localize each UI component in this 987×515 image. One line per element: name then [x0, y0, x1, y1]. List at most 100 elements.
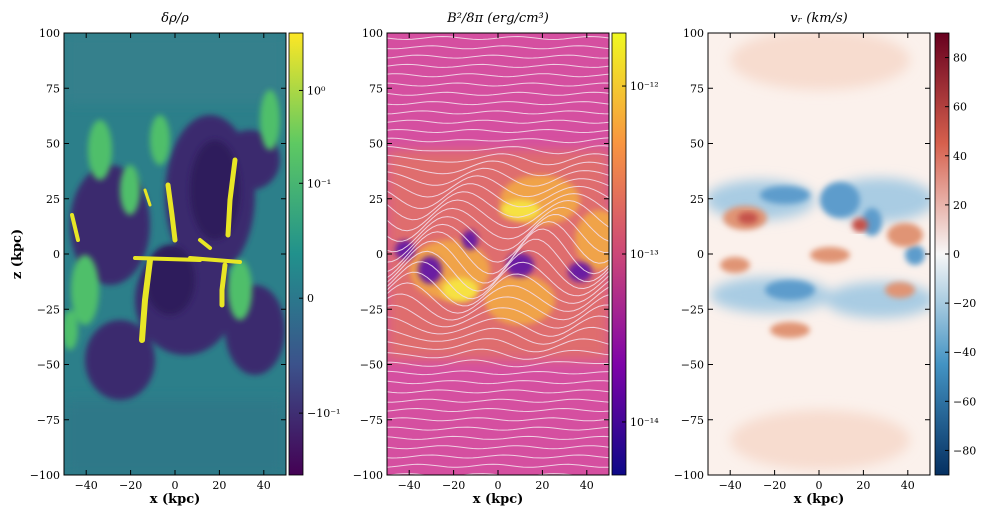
field-line — [387, 463, 609, 468]
y-tick-label: −75 — [681, 414, 704, 427]
field-line — [387, 167, 609, 187]
colorbar-tick-label: 10⁻¹² — [630, 80, 659, 93]
colorbar-tick-label: 10⁻¹ — [307, 177, 331, 190]
field-line — [387, 153, 609, 166]
field-line — [387, 110, 609, 115]
field-line — [387, 228, 609, 275]
field-line — [387, 206, 609, 242]
colorbar-tick-label: 80 — [953, 52, 967, 65]
panel-velocity: vᵣ (km/s) 100 75 50 25 0 −25 −50 −75 −100 −40 −20… — [674, 11, 976, 507]
x-tick-label: 0 — [172, 479, 179, 492]
y-tick-label: 100 — [362, 27, 383, 40]
y-tick-label: 100 — [683, 27, 704, 40]
y-tick-label: 75 — [369, 82, 383, 95]
field-line — [387, 175, 609, 198]
colorbar-tick-label: 0 — [953, 248, 960, 261]
density-title: δρ/ρ — [161, 11, 189, 26]
y-tick-label: 50 — [46, 138, 60, 151]
field-line — [387, 304, 609, 329]
density-y-ticks: 100 75 50 25 0 −25 −50 −75 −100 — [30, 27, 286, 482]
y-tick-label: −100 — [674, 469, 704, 482]
field-line — [387, 389, 609, 394]
colorbar-tick-label: 40 — [953, 150, 967, 163]
y-tick-label: −25 — [681, 303, 704, 316]
field-line — [387, 315, 609, 337]
x-tick-label: 0 — [816, 479, 823, 492]
colorbar-tick-label: 10⁻¹⁴ — [630, 416, 659, 429]
velocity-x-ticks: −40 −20 0 20 40 — [719, 33, 915, 492]
field-line — [387, 454, 609, 459]
x-tick-label: 40 — [901, 479, 915, 492]
colorbar-tick-label: −60 — [953, 395, 976, 408]
field-line — [387, 82, 609, 87]
x-tick-label: 20 — [856, 479, 870, 492]
density-heatmap — [64, 33, 286, 475]
y-tick-label: −100 — [30, 469, 60, 482]
field-line — [387, 91, 609, 96]
field-line — [387, 426, 609, 431]
x-tick-label: 0 — [495, 479, 502, 492]
field-line — [387, 261, 609, 300]
panel-density: δρ/ρ 100 75 50 25 0 −25 −50 −75 −100 −40 −20 0 20 40… — [10, 11, 340, 507]
y-tick-label: 25 — [46, 193, 60, 206]
colorbar-tick-label: 10⁻¹³ — [630, 248, 659, 261]
field-line — [387, 238, 609, 284]
x-tick-label: 20 — [535, 479, 549, 492]
y-tick-label: −50 — [37, 359, 60, 372]
field-line — [387, 271, 609, 307]
field-line — [387, 160, 609, 177]
colorbar-tick-label: 60 — [953, 101, 967, 114]
field-line — [387, 137, 609, 144]
field-line — [387, 398, 609, 403]
colorbar-tick-label: −80 — [953, 444, 976, 457]
y-tick-label: 75 — [690, 82, 704, 95]
field-line — [387, 213, 609, 254]
field-line — [387, 338, 609, 353]
y-tick-label: −100 — [353, 469, 383, 482]
velocity-xlabel: x (kpc) — [794, 492, 845, 507]
velocity-colorbar-ticks: 80 60 40 20 0 −20 −40 −60 −80 — [945, 52, 976, 457]
magnetic-x-ticks: −40 −20 0 20 40 — [398, 33, 594, 492]
velocity-y-ticks: 100 75 50 25 0 −25 −50 −75 −100 — [674, 27, 930, 482]
field-line — [387, 199, 609, 232]
density-colorbar-ticks: 10⁰ 10⁻¹ 0 −10⁻¹ — [299, 84, 340, 420]
x-tick-label: −20 — [763, 479, 786, 492]
field-line — [387, 359, 609, 368]
x-tick-label: −20 — [119, 479, 142, 492]
field-line — [387, 249, 609, 292]
magnetic-colorbar-ticks: 10⁻¹² 10⁻¹³ 10⁻¹⁴ — [622, 80, 659, 429]
x-tick-label: −20 — [442, 479, 465, 492]
y-tick-label: 0 — [376, 248, 383, 261]
magnetic-y-ticks: 100 75 50 25 0 −25 −50 −75 −100 — [353, 27, 609, 482]
field-line — [387, 445, 609, 450]
density-colorbar — [288, 32, 304, 476]
x-tick-label: −40 — [719, 479, 742, 492]
x-tick-label: 40 — [580, 479, 594, 492]
y-tick-label: 50 — [690, 138, 704, 151]
field-line — [387, 119, 609, 124]
density-ylabel: z (kpc) — [10, 229, 25, 279]
x-tick-label: 40 — [257, 479, 271, 492]
magnetic-xlabel: x (kpc) — [473, 492, 524, 507]
field-line — [387, 435, 609, 440]
field-line — [387, 282, 609, 314]
field-line — [387, 370, 609, 376]
x-tick-label: −40 — [75, 479, 98, 492]
y-tick-label: −50 — [681, 359, 704, 372]
magnetic-title: B²/8π (erg/cm³) — [446, 11, 549, 26]
field-line — [387, 348, 609, 360]
field-line — [387, 380, 609, 385]
field-line — [387, 417, 609, 422]
x-tick-label: 20 — [212, 479, 226, 492]
field-line — [387, 293, 609, 321]
velocity-title: vᵣ (km/s) — [790, 11, 847, 26]
y-tick-label: −25 — [360, 303, 383, 316]
y-tick-label: 0 — [697, 248, 704, 261]
y-tick-label: −25 — [37, 303, 60, 316]
field-line — [387, 101, 609, 106]
density-x-ticks: −40 −20 0 20 40 — [75, 33, 271, 492]
y-tick-label: 25 — [690, 193, 704, 206]
field-line — [387, 63, 609, 68]
y-tick-label: −75 — [360, 414, 383, 427]
field-line — [387, 45, 609, 50]
